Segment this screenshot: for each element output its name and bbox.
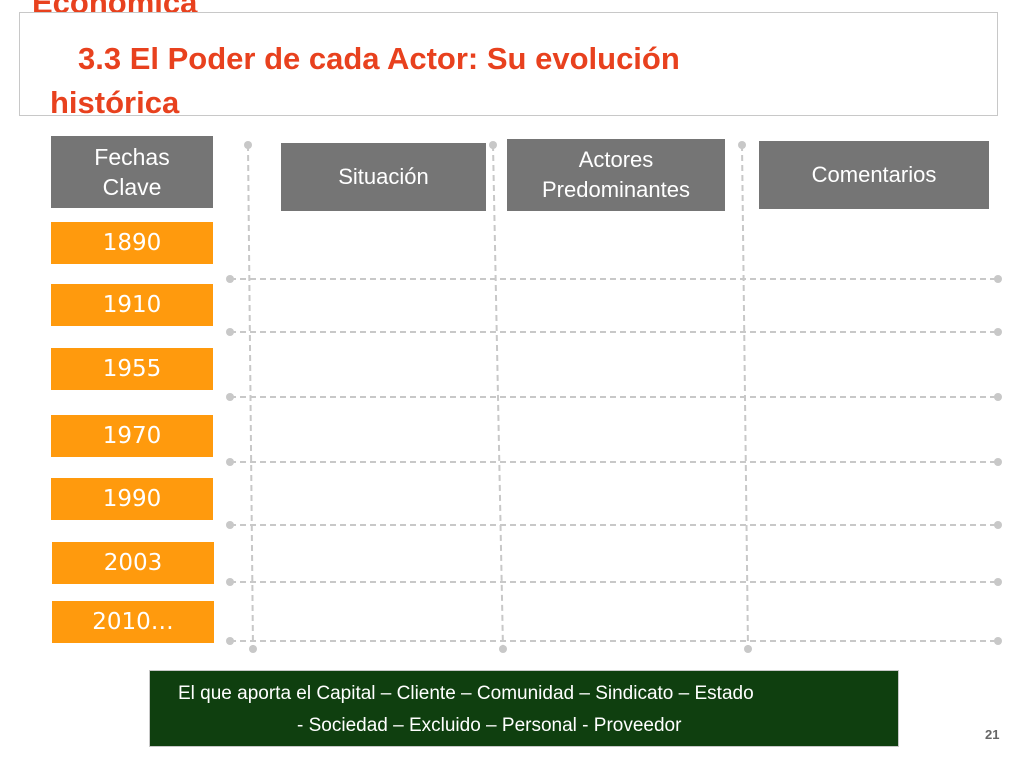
grid-dot <box>226 275 234 283</box>
grid-dot <box>994 578 1002 586</box>
legend-line-2: - Sociedad – Excluido – Personal - Prove… <box>297 715 682 736</box>
grid-dot <box>226 637 234 645</box>
year-2003: 2003 <box>52 542 214 584</box>
grid-dot <box>738 141 746 149</box>
header-actores-predominantes: Actores Predominantes <box>507 139 725 211</box>
header-comentarios: Comentarios <box>759 141 989 209</box>
header-fechas-clave: Fechas Clave <box>51 136 213 208</box>
grid-dot <box>994 458 1002 466</box>
page-title-line-2: histórica <box>50 85 180 120</box>
year-1970: 1970 <box>51 415 213 457</box>
grid-dot <box>226 328 234 336</box>
year-2010: 2010… <box>52 601 214 643</box>
year-1955: 1955 <box>51 348 213 390</box>
page-title-line-1: 3.3 El Poder de cada Actor: Su evolución <box>78 41 680 76</box>
page-number: 21 <box>985 727 1000 742</box>
grid-dot <box>249 645 257 653</box>
year-1910: 1910 <box>51 284 213 326</box>
title-box: 3.3 El Poder de cada Actor: Su evolución… <box>19 12 998 120</box>
grid-dot <box>994 275 1002 283</box>
grid-column-line <box>247 144 254 650</box>
grid-dot <box>744 645 752 653</box>
grid-dot <box>994 521 1002 529</box>
year-1890: 1890 <box>51 222 213 264</box>
grid-dot <box>994 637 1002 645</box>
grid-dot <box>226 393 234 401</box>
grid-dot <box>489 141 497 149</box>
grid-column-line <box>492 144 504 650</box>
grid-dot <box>226 578 234 586</box>
year-1990: 1990 <box>51 478 213 520</box>
actors-legend: El que aporta el Capital – Cliente – Com… <box>149 670 899 747</box>
grid-dot <box>226 521 234 529</box>
grid-dot <box>499 645 507 653</box>
grid-dot <box>244 141 252 149</box>
grid-column-line <box>741 144 749 650</box>
grid-dot <box>994 328 1002 336</box>
grid-dot <box>226 458 234 466</box>
header-situacion: Situación <box>281 143 486 211</box>
grid-dot <box>994 393 1002 401</box>
legend-line-1: El que aporta el Capital – Cliente – Com… <box>178 683 754 704</box>
